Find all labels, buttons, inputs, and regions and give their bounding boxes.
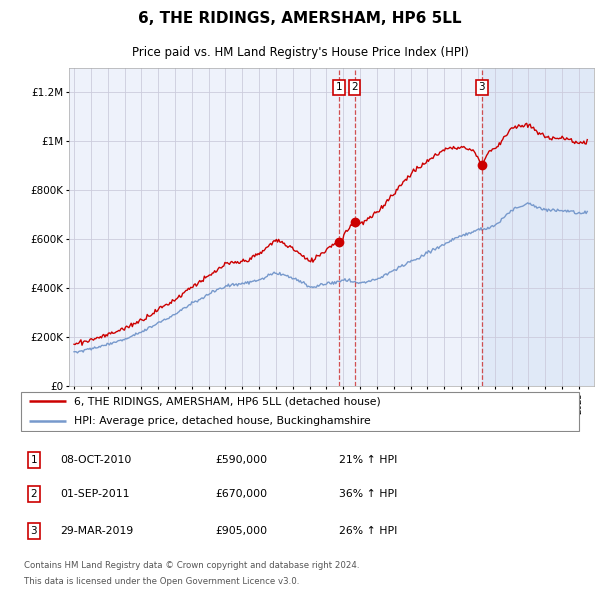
Text: 36% ↑ HPI: 36% ↑ HPI (340, 489, 398, 499)
Text: 29-MAR-2019: 29-MAR-2019 (60, 526, 134, 536)
Text: 3: 3 (31, 526, 37, 536)
Text: 08-OCT-2010: 08-OCT-2010 (60, 455, 131, 464)
Text: 21% ↑ HPI: 21% ↑ HPI (340, 455, 398, 464)
Text: £905,000: £905,000 (215, 526, 268, 536)
Text: 6, THE RIDINGS, AMERSHAM, HP6 5LL (detached house): 6, THE RIDINGS, AMERSHAM, HP6 5LL (detac… (74, 396, 381, 407)
Text: 01-SEP-2011: 01-SEP-2011 (60, 489, 130, 499)
Bar (482, 68, 600, 386)
Text: 2: 2 (31, 489, 37, 499)
Text: Price paid vs. HM Land Registry's House Price Index (HPI): Price paid vs. HM Land Registry's House … (131, 47, 469, 60)
Text: HPI: Average price, detached house, Buckinghamshire: HPI: Average price, detached house, Buck… (74, 416, 371, 426)
Text: Contains HM Land Registry data © Crown copyright and database right 2024.: Contains HM Land Registry data © Crown c… (23, 560, 359, 569)
FancyBboxPatch shape (21, 392, 579, 431)
Text: This data is licensed under the Open Government Licence v3.0.: This data is licensed under the Open Gov… (23, 578, 299, 586)
Text: £670,000: £670,000 (215, 489, 268, 499)
Text: 1: 1 (336, 83, 343, 93)
Text: 26% ↑ HPI: 26% ↑ HPI (340, 526, 398, 536)
Text: 2: 2 (351, 83, 358, 93)
Text: 6, THE RIDINGS, AMERSHAM, HP6 5LL: 6, THE RIDINGS, AMERSHAM, HP6 5LL (138, 11, 462, 27)
Text: £590,000: £590,000 (215, 455, 268, 464)
Text: 3: 3 (479, 83, 485, 93)
Text: 1: 1 (31, 455, 37, 464)
